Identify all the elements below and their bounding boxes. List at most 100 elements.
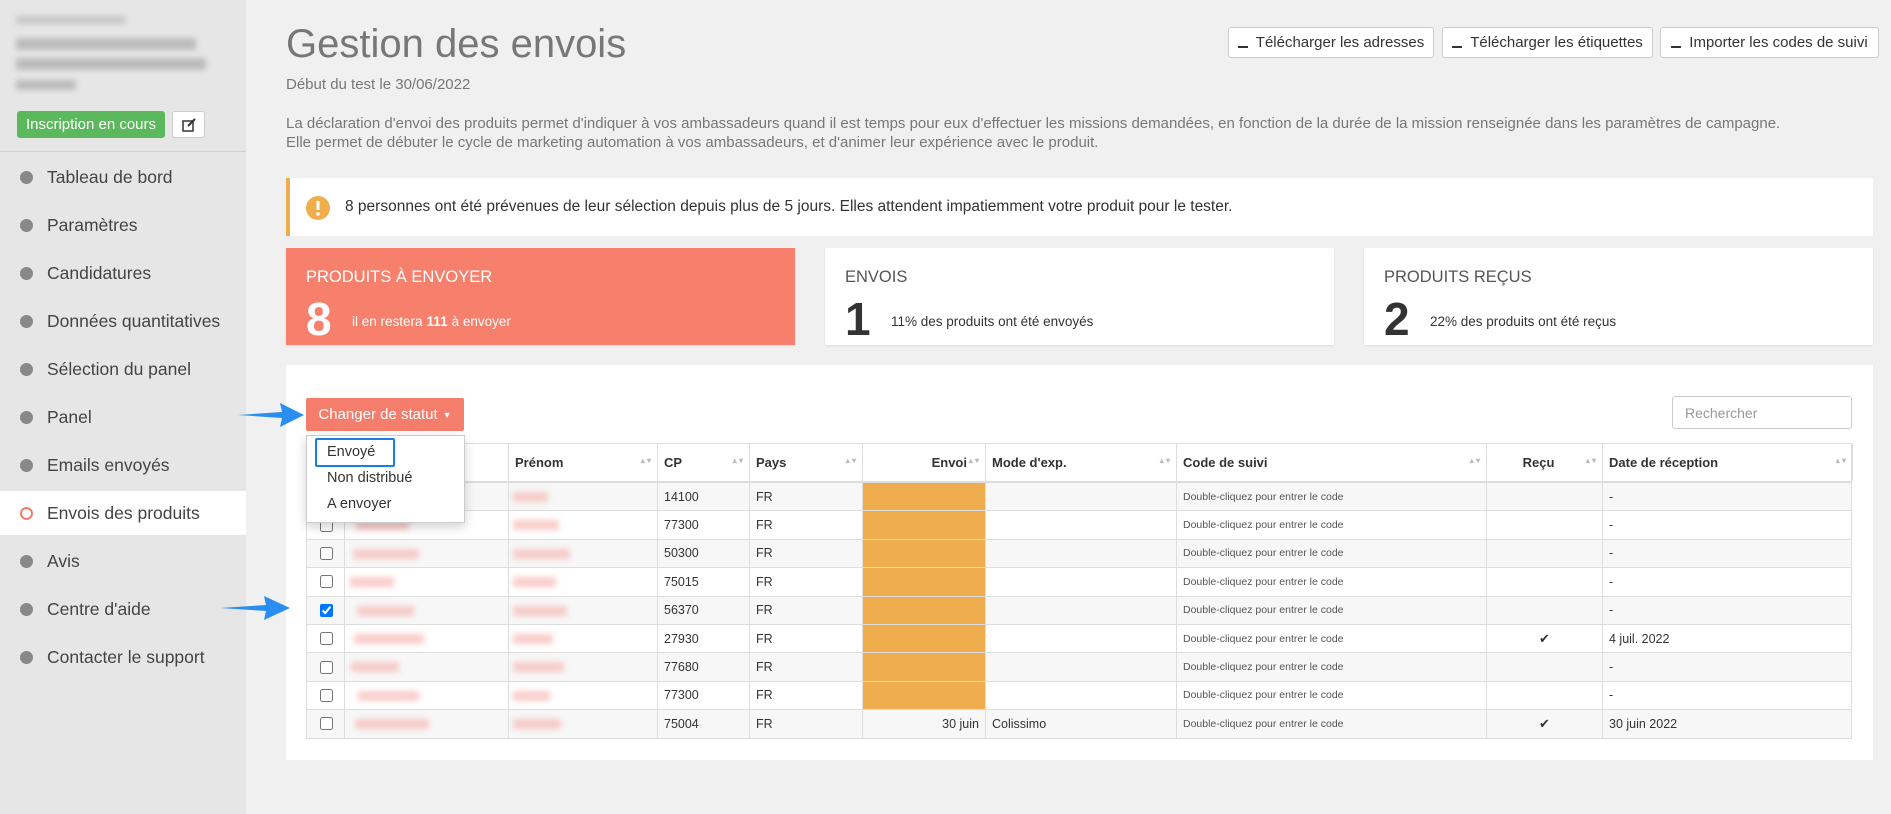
dropdown-item[interactable]: A envoyer	[327, 496, 392, 512]
cp: 75015	[664, 574, 699, 589]
table-cell: 77300	[658, 681, 750, 710]
header-cell[interactable]: Reçu ▴ ▾	[1487, 444, 1603, 481]
table-cell	[1487, 539, 1603, 568]
header-button[interactable]: Télécharger les étiquettes	[1442, 27, 1653, 58]
table-cell: FR	[750, 596, 863, 624]
table-cell: FR	[750, 653, 863, 681]
cp: 14100	[664, 489, 699, 504]
table-cell: 77680	[658, 653, 750, 681]
menu-item[interactable]: Candidatures	[0, 251, 246, 295]
menu-item[interactable]: Avis	[0, 539, 246, 583]
cp: 77680	[664, 660, 699, 675]
stat-card: PRODUITS À ENVOYER 8 il en restera 111 à env…	[286, 248, 795, 345]
header-cell[interactable]: Date de réception ▴ ▾	[1603, 444, 1853, 481]
edit-button[interactable]	[172, 111, 205, 138]
stat-label: ENVOIS	[845, 268, 908, 286]
row-checkbox[interactable]	[319, 603, 333, 617]
menu-label: Sélection du panel	[47, 359, 191, 379]
menu-item[interactable]: Panel	[0, 395, 246, 439]
menu-icon	[20, 315, 33, 328]
menu-icon	[20, 171, 33, 184]
menu-item[interactable]: Paramètres	[0, 203, 246, 247]
header-cell[interactable]: CP ▴ ▾	[658, 444, 750, 481]
header-cell[interactable]: Envoi ▴ ▾	[863, 444, 986, 481]
alert-icon	[306, 196, 330, 220]
action-button[interactable]: Changer de statut ▼	[306, 398, 464, 431]
menu-item[interactable]: Centre d'aide	[0, 587, 246, 631]
column-header: Pays	[756, 455, 787, 470]
account-name-blurred	[16, 38, 196, 50]
stat-card: PRODUITS REÇUS 2 22% des produits ont été …	[1364, 248, 1873, 345]
cp: 27930	[664, 631, 699, 646]
country: FR	[756, 574, 773, 589]
header-button-label: Importer les codes de suivi	[1689, 34, 1868, 51]
menu-icon	[20, 651, 33, 664]
menu: Tableau de bord Paramètres Candidatures Don…	[0, 151, 246, 671]
table-cell	[863, 568, 986, 596]
reception-date: -	[1609, 660, 1614, 675]
dropdown-item[interactable]: Non distribué	[327, 470, 413, 486]
row-checkbox[interactable]	[319, 546, 333, 560]
menu-label: Paramètres	[47, 215, 138, 235]
column-header: CP	[664, 455, 683, 470]
table-cell	[986, 596, 1177, 624]
header-button[interactable]: Importer les codes de suivi	[1660, 27, 1879, 58]
menu-item[interactable]: Tableau de bord	[0, 155, 246, 199]
table-cell	[509, 539, 658, 568]
blurred-name	[353, 548, 419, 559]
table-cell: Double-cliquez pour entrer le code	[1177, 596, 1487, 624]
header-cell[interactable]: Pays ▴ ▾	[750, 444, 863, 481]
menu-icon	[20, 603, 33, 616]
row-checkbox[interactable]	[319, 632, 333, 646]
row-checkbox[interactable]	[319, 575, 333, 589]
tracking-hint: Double-cliquez pour entrer le code	[1183, 689, 1344, 702]
tracking-hint: Double-cliquez pour entrer le code	[1183, 661, 1344, 674]
menu-label: Avis	[47, 551, 80, 571]
table-cell: 14100	[658, 483, 750, 511]
row-checkbox[interactable]	[319, 660, 333, 674]
menu-item[interactable]: Sélection du panel	[0, 347, 246, 391]
account-name-blurred	[16, 58, 206, 70]
blurred-name	[357, 605, 414, 616]
sort-icon: ▴ ▾	[968, 456, 979, 465]
sort-icon: ▴ ▾	[1585, 456, 1596, 465]
menu-item[interactable]: Envois des produits	[0, 491, 246, 535]
table-cell	[307, 539, 345, 568]
account-name-blurred	[16, 80, 76, 90]
menu-item[interactable]: Emails envoyés	[0, 443, 246, 487]
table-cell	[345, 710, 509, 738]
search-input[interactable]: Rechercher	[1672, 396, 1852, 429]
country: FR	[756, 631, 773, 646]
cp: 75004	[664, 716, 699, 731]
table-cell	[863, 511, 986, 539]
stat-value: 1	[845, 293, 871, 345]
dropdown-item[interactable]: Envoyé	[327, 444, 376, 460]
table-cell	[1487, 681, 1603, 710]
menu-label: Tableau de bord	[47, 167, 173, 187]
header-cell[interactable]: Mode d'exp. ▴ ▾	[986, 444, 1177, 481]
menu-icon	[20, 459, 33, 472]
table-cell	[986, 511, 1177, 539]
menu-item[interactable]: Contacter le support	[0, 635, 246, 679]
table-cell	[1487, 653, 1603, 681]
status-button[interactable]: Inscription en cours	[17, 111, 165, 138]
row-checkbox[interactable]	[319, 688, 333, 702]
header-cell[interactable]: Prénom ▴ ▾	[509, 444, 658, 481]
download-icon	[1237, 38, 1248, 48]
row-checkbox[interactable]	[319, 717, 333, 731]
table-header: Prénom ▴ ▾ CP ▴ ▾ Pays ▴ ▾ Envoi ▴ ▾ Mode d'exp.…	[307, 444, 1853, 483]
menu-item[interactable]: Données quantitatives	[0, 299, 246, 343]
table-cell: Double-cliquez pour entrer le code	[1177, 511, 1487, 539]
received-check: ✔	[1539, 630, 1550, 646]
header-button[interactable]: Télécharger les adresses	[1228, 27, 1434, 58]
header-cell	[345, 444, 509, 481]
header-cell[interactable]: Code de suivi ▴ ▾	[1177, 444, 1487, 481]
received-check: ✔	[1539, 715, 1550, 731]
page-title: Gestion des envois	[286, 22, 627, 66]
description-line: La déclaration d'envoi des produits perm…	[286, 115, 1781, 132]
table-cell	[986, 625, 1177, 653]
table-cell: -	[1603, 511, 1853, 538]
table-cell	[345, 653, 509, 681]
table-row: 50300 FR Double-cliquez pour entrer le cod…	[307, 539, 1851, 569]
focus-outline	[315, 438, 395, 467]
